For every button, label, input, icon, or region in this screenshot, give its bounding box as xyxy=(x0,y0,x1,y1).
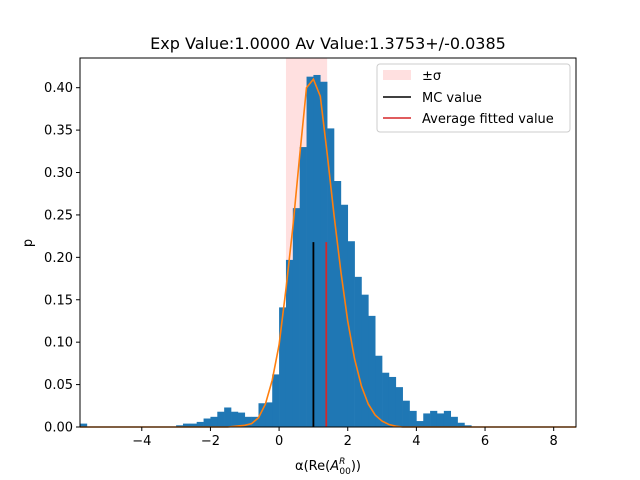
histogram-bar xyxy=(292,208,300,427)
histogram-bar xyxy=(416,421,424,427)
x-tick-label: 2 xyxy=(344,434,352,449)
histogram-bar xyxy=(306,76,314,427)
histogram-bar xyxy=(285,259,294,427)
histogram-bar xyxy=(368,315,376,427)
y-axis-ticks: 0.00 0.05 0.10 0.15 0.20 0.25 0.30 0.35 0.40 xyxy=(44,81,80,436)
histogram-bar xyxy=(361,294,369,427)
x-tick-label: 8 xyxy=(550,434,558,449)
histogram-bar xyxy=(176,425,184,427)
histogram-bar xyxy=(320,81,328,428)
histogram-bar xyxy=(450,416,458,427)
histogram-bar xyxy=(231,411,239,427)
histogram-bar xyxy=(203,418,211,427)
fit-curve xyxy=(80,77,576,428)
histogram-bar xyxy=(423,413,431,427)
histogram-bar xyxy=(430,410,438,427)
x-tick-label: 4 xyxy=(412,434,420,449)
histogram-bar xyxy=(347,241,355,427)
histogram-bar xyxy=(258,403,266,427)
histogram-bar xyxy=(299,147,307,427)
histogram-bar xyxy=(251,416,259,427)
fit-curve-layer xyxy=(80,77,576,428)
x-axis-ticks: −4 −2 0 2 4 6 8 xyxy=(132,427,558,449)
legend-swatch-sigma xyxy=(383,70,411,80)
y-tick-label: 0.00 xyxy=(44,421,73,436)
histogram-bar xyxy=(354,276,362,427)
histogram-bar xyxy=(443,410,452,427)
axes-frame xyxy=(79,57,577,428)
y-tick-label: 0.10 xyxy=(44,336,73,351)
legend-box xyxy=(376,63,571,133)
y-axis-label: p xyxy=(21,239,36,247)
value-lines-layer xyxy=(312,242,328,427)
histogram-bar xyxy=(327,128,335,427)
histogram-bar xyxy=(464,425,472,427)
y-tick-label: 0.40 xyxy=(44,81,73,96)
x-tick-label: −4 xyxy=(132,434,151,449)
histogram-bar xyxy=(313,74,321,427)
y-tick-label: 0.25 xyxy=(44,208,73,223)
histogram-bar xyxy=(402,400,410,427)
histogram-bar xyxy=(340,204,349,427)
histogram-bar xyxy=(237,412,246,427)
histogram-bar xyxy=(395,387,403,427)
histogram-bar xyxy=(210,416,218,427)
histogram-bar xyxy=(436,413,445,427)
x-tick-label: 6 xyxy=(481,434,489,449)
histogram-bar xyxy=(189,423,198,427)
y-tick-label: 0.30 xyxy=(44,166,73,181)
x-tick-label: 0 xyxy=(275,434,283,449)
histogram-bar xyxy=(409,410,417,427)
histogram-bar xyxy=(217,411,225,427)
histogram-bar xyxy=(388,376,397,427)
y-tick-label: 0.05 xyxy=(44,378,73,393)
legend-label-sigma: ±σ xyxy=(422,69,441,84)
y-tick-label: 0.35 xyxy=(44,124,73,139)
x-label-subscript: 00 xyxy=(339,467,351,477)
histogram-bar xyxy=(265,402,273,427)
histogram-bar xyxy=(334,181,342,427)
x-label-suffix: )) xyxy=(351,459,361,474)
y-tick-label: 0.15 xyxy=(44,293,73,308)
histogram-bar xyxy=(457,422,465,427)
x-label-superscript: R xyxy=(339,457,345,467)
histogram-bar xyxy=(224,407,232,427)
histogram-bar xyxy=(196,421,204,427)
histogram-bar xyxy=(182,423,191,427)
histogram-bar xyxy=(279,307,287,427)
histogram-bar xyxy=(272,374,280,427)
histogram-bar xyxy=(375,355,383,427)
histogram-bar xyxy=(80,423,88,427)
histogram-bar xyxy=(382,372,390,427)
y-tick-label: 0.20 xyxy=(44,251,73,266)
legend: ±σ MC value Average fitted value xyxy=(376,63,571,133)
chart-title: Exp Value:1.0000 Av Value:1.3753+/-0.038… xyxy=(150,34,506,53)
legend-label-mc: MC value xyxy=(422,91,482,106)
legend-label-fitted: Average fitted value xyxy=(422,112,554,127)
histogram-bar xyxy=(244,416,252,427)
x-axis-label: α(Re(AR 00)) xyxy=(295,457,361,477)
x-label-prefix: α(Re( xyxy=(295,459,330,474)
x-label-base: A xyxy=(329,459,339,474)
histogram-bars xyxy=(80,74,472,428)
x-tick-label: −2 xyxy=(201,434,220,449)
